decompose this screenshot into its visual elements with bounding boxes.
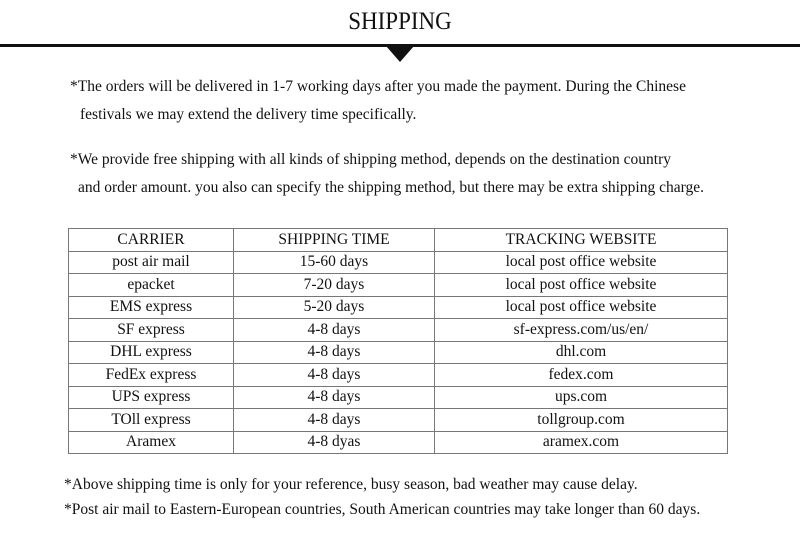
table-row: FedEx express 4-8 days fedex.com xyxy=(68,363,728,387)
table-row: post air mail 15-60 days local post office… xyxy=(68,250,728,274)
paragraph-line: and order amount. you also can specify t… xyxy=(78,179,705,196)
shipping-time-cell: 4-8 days xyxy=(233,340,435,364)
free-shipping-paragraph: *We provide free shipping with all kinds… xyxy=(70,146,704,202)
tracking-website-cell: dhl.com xyxy=(434,340,728,364)
shipping-time-cell: 4-8 days xyxy=(233,385,435,409)
table-row: TOll express 4-8 days tollgroup.com xyxy=(68,408,728,432)
carrier-cell: epacket xyxy=(68,273,234,297)
tracking-website-cell: ups.com xyxy=(434,385,728,409)
tracking-website-cell: local post office website xyxy=(434,250,728,274)
paragraph-line: festivals we may extend the delivery tim… xyxy=(80,106,417,123)
header-shipping-time: SHIPPING TIME xyxy=(233,228,435,252)
paragraph-line: *We provide free shipping with all kinds… xyxy=(70,151,671,168)
header-tracking-website: TRACKING WEBSITE xyxy=(434,228,728,252)
shipping-time-cell: 5-20 days xyxy=(233,295,435,319)
paragraph-line: *The orders will be delivered in 1-7 wor… xyxy=(70,78,686,95)
tracking-website-cell: aramex.com xyxy=(434,430,728,454)
tracking-website-cell: fedex.com xyxy=(434,363,728,387)
shipping-time-cell: 7-20 days xyxy=(233,273,435,297)
air-mail-note: *Post air mail to Eastern-European count… xyxy=(64,501,701,518)
tracking-website-cell: local post office website xyxy=(434,295,728,319)
table-row: DHL express 4-8 days dhl.com xyxy=(68,340,728,364)
table-row: EMS express 5-20 days local post office we… xyxy=(68,295,728,319)
carrier-cell: SF express xyxy=(68,318,234,342)
carrier-cell: FedEx express xyxy=(68,363,234,387)
title-divider xyxy=(0,44,800,47)
carrier-cell: Aramex xyxy=(68,430,234,454)
carrier-cell: DHL express xyxy=(68,340,234,364)
reference-note: *Above shipping time is only for your re… xyxy=(64,476,638,493)
shipping-time-cell: 4-8 days xyxy=(233,408,435,432)
table-row: epacket 7-20 days local post office websit… xyxy=(68,273,728,297)
carrier-cell: post air mail xyxy=(68,250,234,274)
shipping-time-cell: 4-8 days xyxy=(233,363,435,387)
shipping-time-cell: 4-8 days xyxy=(233,318,435,342)
page-title: SHIPPING xyxy=(348,8,452,35)
shipping-table: CARRIER SHIPPING TIME TRACKING WEBSITE p… xyxy=(68,228,728,454)
table-row: SF express 4-8 days sf-express.com/us/en/ xyxy=(68,318,728,342)
table-row: UPS express 4-8 days ups.com xyxy=(68,385,728,409)
carrier-cell: TOll express xyxy=(68,408,234,432)
shipping-time-cell: 4-8 dyas xyxy=(233,430,435,454)
triangle-down-icon xyxy=(386,46,414,62)
tracking-website-cell: local post office website xyxy=(434,273,728,297)
table-row: Aramex 4-8 dyas aramex.com xyxy=(68,430,728,454)
shipping-time-cell: 15-60 days xyxy=(233,250,435,274)
tracking-website-cell: sf-express.com/us/en/ xyxy=(434,318,728,342)
carrier-cell: EMS express xyxy=(68,295,234,319)
table-header-row: CARRIER SHIPPING TIME TRACKING WEBSITE xyxy=(68,228,728,252)
carrier-cell: UPS express xyxy=(68,385,234,409)
tracking-website-cell: tollgroup.com xyxy=(434,408,728,432)
delivery-paragraph: *The orders will be delivered in 1-7 wor… xyxy=(70,73,686,129)
header-carrier: CARRIER xyxy=(68,228,234,252)
